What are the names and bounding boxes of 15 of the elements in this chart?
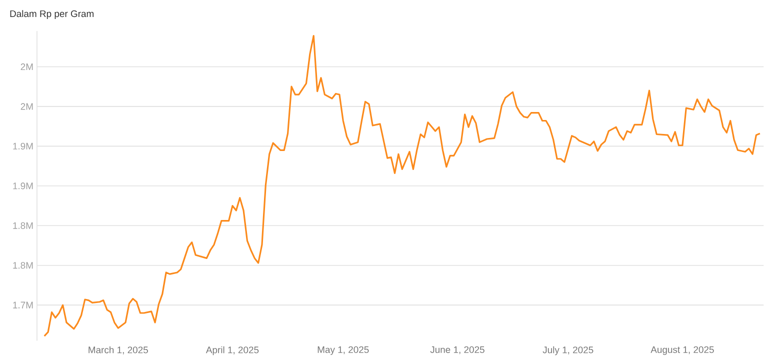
x-tick-label: March 1, 2025: [88, 346, 148, 354]
y-tick-label: 1.8M: [13, 222, 33, 230]
x-tick-label: August 1, 2025: [650, 346, 714, 355]
x-tick-label: July 1, 2025: [542, 346, 594, 356]
y-tick-label: 2M: [20, 64, 33, 70]
y-tick-label: 1.7M: [13, 302, 33, 308]
y-axis-title: Dalam Rp per Gram: [10, 10, 94, 20]
y-tick-label: 1.9M: [13, 182, 33, 190]
x-tick-label: May 1, 2025: [318, 346, 369, 355]
y-tick-label: 1.8M: [13, 262, 33, 269]
y-tick-label: 1.9M: [13, 142, 33, 150]
x-tick-label: June 1, 2025: [430, 346, 484, 354]
y-tick-label: 2M: [20, 103, 33, 110]
x-tick-label: April 1, 2025: [206, 346, 259, 356]
line-series: [44, 35, 761, 337]
